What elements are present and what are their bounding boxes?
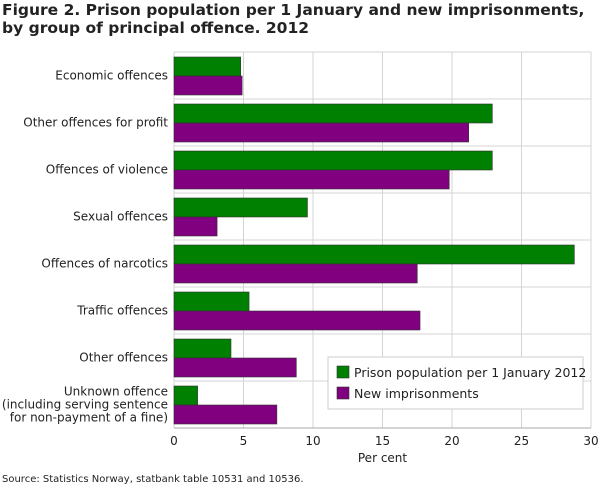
category-label: Unknown offence (64, 385, 168, 399)
bar-prison-population (173, 291, 250, 312)
x-tick-label: 10 (305, 434, 320, 448)
bar-prison-population (173, 150, 493, 171)
bar-new-imprisonments (173, 310, 421, 331)
bar-new-imprisonments (173, 122, 469, 143)
legend-box (327, 356, 584, 410)
x-tick-label: 5 (240, 434, 248, 448)
category-label: Economic offences (55, 69, 168, 83)
category-label: Other offences (79, 351, 168, 365)
source-note: Source: Statistics Norway, statbank tabl… (2, 474, 304, 485)
category-label: Other offences for profit (23, 116, 168, 130)
x-tick-label: 15 (375, 434, 390, 448)
bar-new-imprisonments (173, 169, 450, 190)
category-label: (including serving sentence (2, 398, 168, 412)
chart-title: Figure 2. Prison population per 1 Januar… (2, 1, 585, 37)
bar-new-imprisonments (173, 263, 418, 284)
x-axis-label: Per cent (358, 451, 408, 465)
bar-new-imprisonments (173, 216, 218, 237)
legend-swatch (336, 365, 350, 379)
category-label: Offences of violence (46, 163, 168, 177)
legend-label: Prison population per 1 January 2012 (354, 365, 586, 380)
legend-swatch (336, 386, 350, 400)
bar-new-imprisonments (173, 75, 243, 96)
x-tick-label: 25 (514, 434, 529, 448)
category-label: Sexual offences (73, 210, 168, 224)
legend-label: New imprisonments (354, 386, 479, 401)
bar-new-imprisonments (173, 404, 278, 425)
x-tick-label: 20 (444, 434, 459, 448)
x-tick-label: 30 (583, 434, 598, 448)
bar-prison-population (173, 338, 232, 359)
category-label: Offences of narcotics (41, 257, 168, 271)
bar-prison-population (173, 103, 493, 124)
category-label: for non-payment of a fine) (10, 411, 168, 425)
bar-new-imprisonments (173, 357, 297, 378)
bar-prison-population (173, 244, 575, 265)
bar-prison-population (173, 56, 242, 77)
category-label: Traffic offences (76, 304, 168, 318)
bar-prison-population (173, 385, 198, 406)
bar-prison-population (173, 197, 308, 218)
x-tick-label: 0 (170, 434, 178, 448)
